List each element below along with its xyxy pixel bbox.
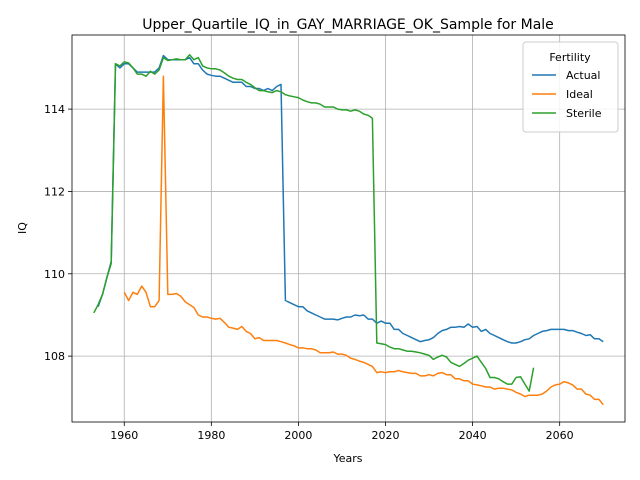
x-axis-label: Years: [332, 452, 362, 465]
y-tick-label: 112: [44, 185, 65, 198]
legend-label-ideal: Ideal: [566, 88, 593, 101]
legend-label-actual: Actual: [566, 69, 600, 82]
y-tick-label: 114: [44, 103, 65, 116]
chart-title: Upper_Quartile_IQ_in_GAY_MARRIAGE_OK_Sam…: [142, 17, 554, 33]
series-line-sterile: [93, 54, 535, 392]
x-tick-label: 2000: [284, 429, 312, 442]
legend: Fertility Actual Ideal Sterile: [522, 41, 619, 133]
y-tick-label: 108: [44, 350, 65, 363]
series-line-ideal: [123, 75, 604, 406]
legend-label-sterile: Sterile: [566, 107, 602, 120]
legend-title: Fertility: [549, 51, 591, 64]
x-tick-label: 2060: [546, 429, 574, 442]
axis-ticks: 1960 1980 2000 2020 2040 2060 108 110 112 114: [44, 103, 574, 442]
series-lines: [93, 54, 604, 406]
legend-box: [522, 41, 619, 133]
y-axis-label: IQ: [16, 222, 29, 234]
x-tick-label: 2020: [372, 429, 400, 442]
x-tick-label: 2040: [459, 429, 487, 442]
x-tick-label: 1960: [110, 429, 138, 442]
legend-entries: Actual Ideal Sterile: [532, 69, 602, 120]
y-tick-label: 110: [44, 268, 65, 281]
x-tick-label: 1980: [197, 429, 225, 442]
plot-frame: [71, 34, 626, 423]
